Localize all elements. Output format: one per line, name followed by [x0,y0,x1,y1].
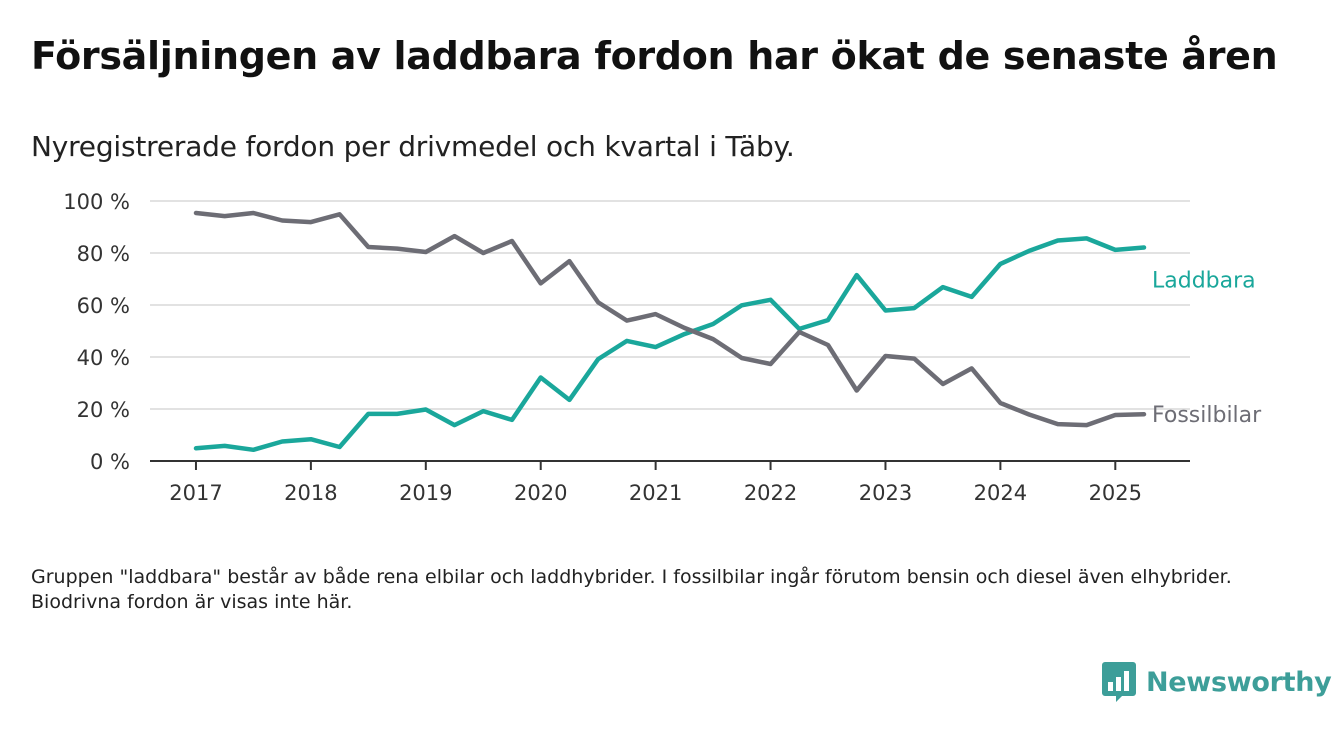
series-line-fossilbilar [193,210,1147,428]
series-lines [193,210,1147,453]
y-tick-label: 0 % [90,450,130,474]
x-tick-label: 2020 [514,481,567,505]
y-tick-label: 60 % [77,294,130,318]
series-labels: Laddbara Fossilbilar [1152,269,1262,429]
series-label-laddbara: Laddbara [1152,269,1256,294]
x-axis: 2017 2018 2019 2020 2021 2022 2023 2024 2025 [150,460,1190,505]
chart-subtitle: Nyregistrerade fordon per drivmedel och … [31,130,795,163]
chart-title: Försäljningen av laddbara fordon har öka… [31,34,1278,78]
x-tick-label: 2022 [744,481,797,505]
x-tick-label: 2018 [284,481,337,505]
x-tick-label: 2023 [859,481,912,505]
newsworthy-logo[interactable]: Newsworthy [1102,662,1332,702]
series-line-laddbara [193,236,1147,453]
x-tick-label: 2025 [1089,481,1142,505]
series-label-fossilbilar: Fossilbilar [1152,403,1262,428]
x-tick-label: 2017 [169,481,222,505]
logo-text: Newsworthy [1146,666,1332,698]
x-tick-label: 2021 [629,481,682,505]
bar-chart-icon [1102,662,1136,702]
y-tick-label: 80 % [77,242,130,266]
x-tick-label: 2019 [399,481,452,505]
grid-lines [150,200,1190,410]
y-tick-label: 100 % [63,190,130,214]
y-tick-label: 20 % [77,398,130,422]
y-axis: 0 % 20 % 40 % 60 % 80 % 100 % [63,190,130,474]
x-tick-label: 2024 [974,481,1027,505]
y-tick-label: 40 % [77,346,130,370]
footnote: Gruppen "laddbara" består av både rena e… [31,566,1232,613]
